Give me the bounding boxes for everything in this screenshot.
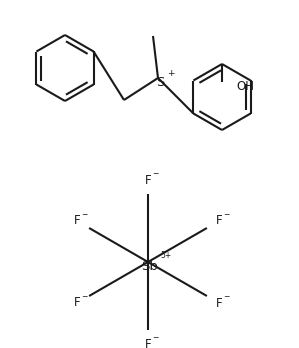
Text: OH: OH <box>236 79 254 93</box>
Text: −: − <box>152 169 158 179</box>
Text: −: − <box>223 293 229 301</box>
Text: F: F <box>74 296 80 309</box>
Text: F: F <box>216 296 222 309</box>
Text: F: F <box>74 214 80 228</box>
Text: −: − <box>81 293 87 301</box>
Text: −: − <box>81 211 87 220</box>
Text: F: F <box>216 214 222 228</box>
Text: S: S <box>156 77 164 89</box>
Text: +: + <box>167 70 175 79</box>
Text: 5+: 5+ <box>160 252 172 261</box>
Text: F: F <box>145 338 151 348</box>
Text: −: − <box>152 333 158 342</box>
Text: F: F <box>145 174 151 187</box>
Text: −: − <box>223 211 229 220</box>
Text: Sb: Sb <box>141 261 158 274</box>
